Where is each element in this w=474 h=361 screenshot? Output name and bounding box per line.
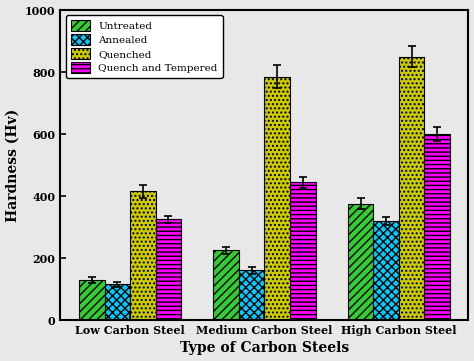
Bar (399, 57, 424, 320)
Bar (105, 284, 130, 320)
Bar (348, 204, 374, 320)
X-axis label: Type of Carbon Steels: Type of Carbon Steels (180, 342, 349, 356)
Bar (374, 221, 399, 320)
Bar (213, 250, 239, 320)
Bar (239, 270, 264, 320)
Bar (290, 182, 316, 320)
Legend: Untreated, Annealed, Quenched, Quench and Tempered: Untreated, Annealed, Quenched, Quench an… (66, 15, 223, 78)
Bar (155, 219, 181, 320)
Bar (79, 280, 105, 320)
Y-axis label: Hardness (Hv): Hardness (Hv) (6, 108, 19, 222)
Bar (130, 191, 155, 320)
Bar (264, 77, 290, 320)
Bar (424, 134, 450, 320)
